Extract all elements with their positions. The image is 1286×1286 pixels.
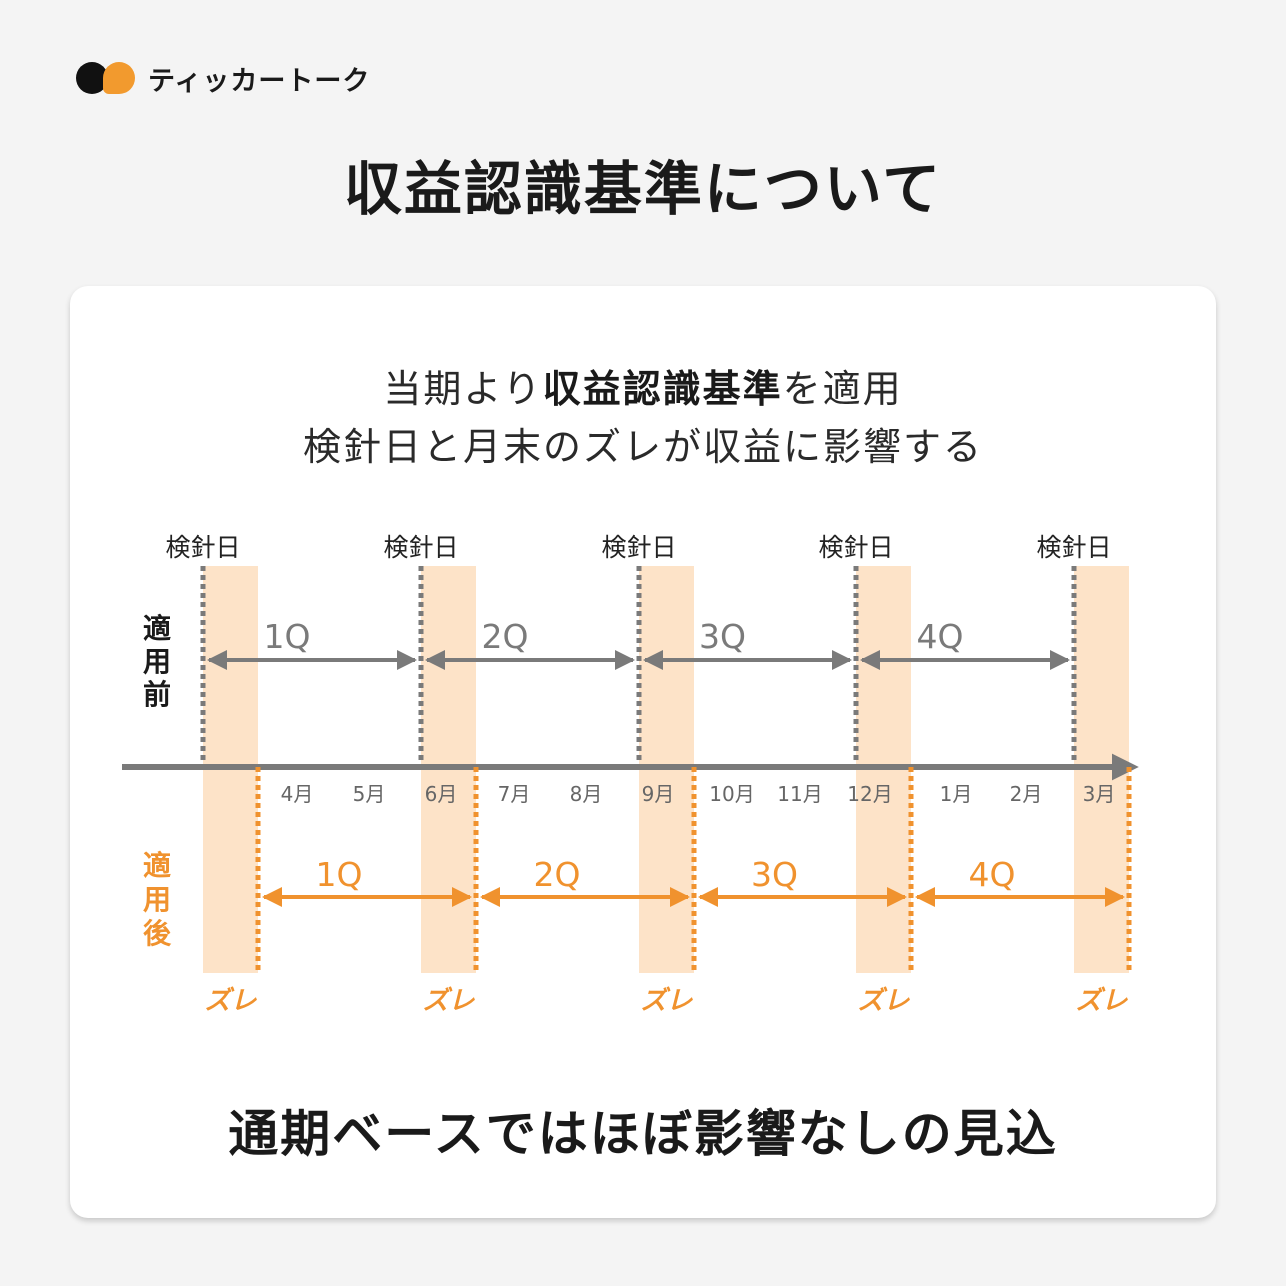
gap-label-3: ズレ bbox=[640, 986, 693, 1016]
before-quarter-label-3: 3Q bbox=[699, 617, 746, 656]
after-label-char-2: 用 bbox=[143, 883, 171, 916]
before-quarter-label-1: 1Q bbox=[264, 617, 311, 656]
month-label-11: 2月 bbox=[1010, 782, 1043, 806]
before-label-char-2: 用 bbox=[143, 645, 171, 678]
gap-label-2: ズレ bbox=[422, 986, 475, 1016]
before-label-char-3: 前 bbox=[143, 678, 171, 711]
after-quarter-label-4: 4Q bbox=[969, 855, 1016, 894]
meter-day-label-4: 検針日 bbox=[818, 533, 893, 562]
month-label-5: 8月 bbox=[570, 782, 603, 806]
month-label-2: 5月 bbox=[353, 782, 386, 806]
month-label-9: 12月 bbox=[847, 782, 892, 806]
before-quarter-label-2: 2Q bbox=[482, 617, 529, 656]
page-title: 収益認識基準について bbox=[343, 155, 943, 223]
meter-day-label-3: 検針日 bbox=[601, 533, 676, 562]
month-label-6: 9月 bbox=[642, 782, 675, 806]
month-label-10: 1月 bbox=[940, 782, 973, 806]
brand-logo: ティッカートーク bbox=[76, 60, 371, 97]
meter-day-label-1: 検針日 bbox=[165, 533, 240, 562]
gap-label-1: ズレ bbox=[204, 986, 257, 1016]
after-label-char-1: 適 bbox=[143, 849, 171, 882]
meter-day-label-2: 検針日 bbox=[383, 533, 458, 562]
month-label-8: 11月 bbox=[777, 782, 822, 806]
conclusion-text: 通期ベースではほぼ影響なしの見込 bbox=[228, 1105, 1058, 1163]
gap-label-5: ズレ bbox=[1075, 986, 1128, 1016]
before-label-char-1: 適 bbox=[143, 612, 171, 645]
month-label-1: 4月 bbox=[281, 782, 314, 806]
after-quarter-label-1: 1Q bbox=[316, 855, 363, 894]
after-quarter-label-3: 3Q bbox=[751, 855, 798, 894]
month-label-3: 6月 bbox=[425, 782, 458, 806]
month-label-12: 3月 bbox=[1083, 782, 1116, 806]
brand-name: ティッカートーク bbox=[148, 65, 371, 97]
gap-label-4: ズレ bbox=[857, 986, 910, 1016]
meter-day-label-5: 検針日 bbox=[1036, 533, 1111, 562]
month-label-4: 7月 bbox=[498, 782, 531, 806]
after-quarter-label-2: 2Q bbox=[534, 855, 581, 894]
subtitle-line-2: 検針日と月末のズレが収益に影響する bbox=[302, 425, 983, 469]
after-label-char-3: 後 bbox=[143, 917, 172, 950]
before-quarter-label-4: 4Q bbox=[917, 617, 964, 656]
subtitle-line-1: 当期より収益認識基準を適用 bbox=[383, 367, 903, 411]
logo-mark-icon bbox=[76, 60, 138, 96]
content-card: 当期より収益認識基準を適用 検針日と月末のズレが収益に影響する 検針日 検針日 検針… bbox=[70, 286, 1216, 1218]
month-label-7: 10月 bbox=[709, 782, 754, 806]
timeline-diagram: 検針日 検針日 検針日 検針日 検針日 1Q 2Q 3Q 4Q 1Q 2Q 3Q 4Q 4月 5月 6月 7月 8… bbox=[122, 533, 1139, 1016]
